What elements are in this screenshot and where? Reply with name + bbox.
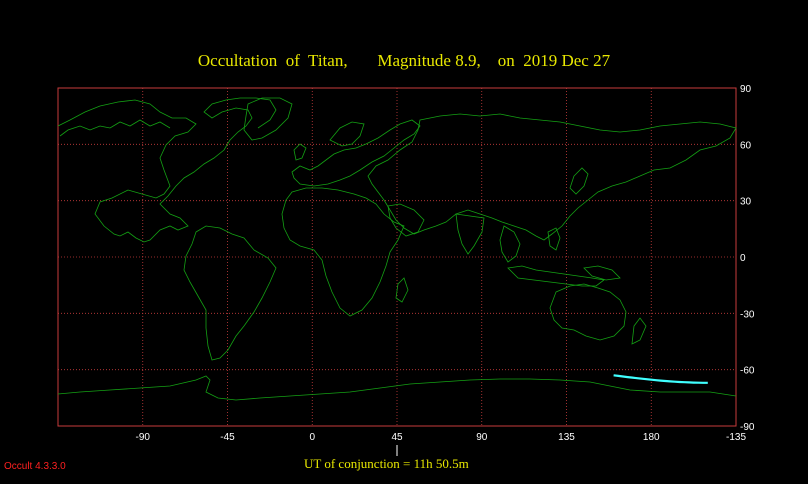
latitude-tick-label: 90	[740, 84, 752, 95]
occultation-track	[613, 374, 708, 384]
coastline-new-zealand	[631, 317, 647, 345]
coastline-southeast-asia	[499, 225, 521, 263]
longitude-tick-label: -90	[136, 432, 151, 443]
latitude-tick-label: -90	[740, 422, 755, 433]
coastline-arctic-islands	[59, 119, 171, 137]
latitude-tick-label: -30	[740, 309, 755, 320]
longitude-tick-label: 0	[309, 432, 315, 443]
version-label: Occult 4.3.3.0	[4, 461, 66, 472]
coastlines	[57, 97, 737, 401]
coastline-philippines	[547, 227, 561, 251]
coastline-india	[455, 213, 485, 255]
latitude-tick-label: -60	[740, 366, 755, 377]
axis-ticks: -90 -45 0 45 90 135 180 -135 90 60 30 0 -30 -60 -90	[136, 84, 755, 456]
occultation-path	[613, 374, 708, 384]
coastline-australia	[549, 283, 627, 341]
coastline-greenland	[243, 97, 293, 141]
coastline-new-guinea	[583, 265, 621, 281]
longitude-tick-label: 180	[643, 432, 660, 443]
longitude-tick-label: -135	[726, 432, 746, 443]
latitude-tick-label: 60	[740, 140, 752, 151]
coastline-africa	[281, 187, 405, 317]
longitude-tick-label: 45	[391, 432, 403, 443]
coastline-europe	[291, 119, 421, 187]
coastline-antarctica	[57, 375, 737, 401]
coastline-scandinavia	[329, 121, 365, 147]
longitude-tick-label: 135	[558, 432, 575, 443]
coastline-north-america	[57, 97, 277, 243]
map-grid	[57, 87, 737, 427]
coastline-japan	[569, 167, 589, 195]
coastline-british-isles	[293, 143, 307, 161]
longitude-tick-label: 90	[476, 432, 488, 443]
latitude-tick-label: 0	[740, 253, 746, 264]
coastline-indonesia	[507, 265, 605, 287]
coastline-south-america	[183, 225, 277, 361]
coastline-asia	[367, 113, 737, 241]
coastline-madagascar	[395, 277, 409, 303]
map-title: Occultation of Titan, Magnitude 8.9, on …	[197, 51, 611, 70]
longitude-tick-label: -45	[220, 432, 235, 443]
conjunction-label: UT of conjunction = 11h 50.5m	[304, 456, 469, 471]
latitude-tick-label: 30	[740, 197, 752, 208]
coastline-arabia	[387, 203, 425, 237]
